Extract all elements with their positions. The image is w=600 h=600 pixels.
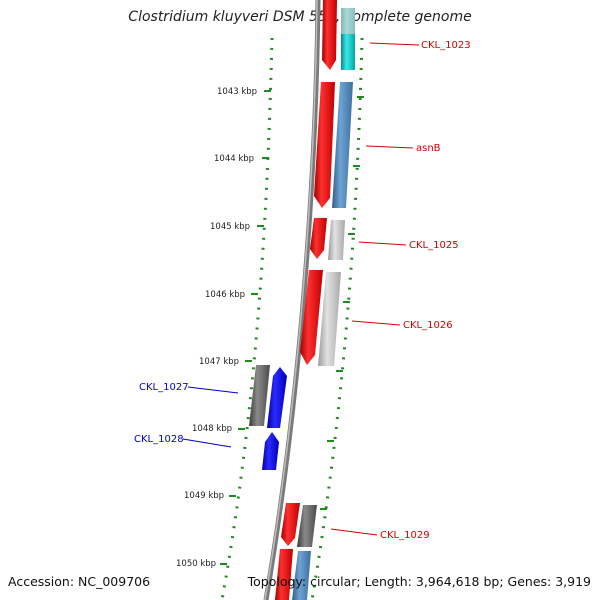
gene-ckl-1023[interactable] <box>322 0 355 70</box>
forward-gene-arrow[interactable] <box>310 218 327 259</box>
map-title: Clostridium kluyveri DSM 555, complete g… <box>128 9 472 25</box>
genome-stats-text: Topology: circular; Length: 3,964,618 bp… <box>247 574 591 589</box>
forward-gene-arrow[interactable] <box>322 0 337 70</box>
reverse-leader-lines <box>182 386 239 448</box>
gene-partial-bottom[interactable] <box>275 549 311 600</box>
tick-label: 1047 kbp <box>199 357 239 367</box>
gene-product-bar[interactable] <box>249 365 270 426</box>
gene-label[interactable]: CKL_1028 <box>134 434 184 445</box>
tick-label: 1048 kbp <box>192 424 232 434</box>
gene-product-bar[interactable] <box>318 272 341 366</box>
outer-tick-marks <box>320 96 364 510</box>
gene-label[interactable]: CKL_1023 <box>421 40 471 51</box>
gene-product-bar[interactable] <box>292 551 311 600</box>
gene-ckl-1029[interactable] <box>281 503 317 547</box>
gene-ckl-1025[interactable] <box>310 218 345 260</box>
gene-label[interactable]: CKL_1026 <box>403 320 453 331</box>
accession-text: Accession: NC_009706 <box>8 574 151 589</box>
forward-leader-lines <box>330 42 420 536</box>
tick-label: 1043 kbp <box>217 87 257 97</box>
reverse-gene-arrow[interactable] <box>262 432 279 470</box>
gene-product-bar[interactable] <box>297 505 317 547</box>
gene-product-bar[interactable] <box>332 82 353 208</box>
gene-ckl-1027[interactable] <box>249 365 287 428</box>
tick-label: 1044 kbp <box>214 154 254 164</box>
scale-tick-marks <box>220 90 271 565</box>
gene-label[interactable]: asnB <box>416 143 441 154</box>
reverse-gene-arrow[interactable] <box>267 367 287 428</box>
tick-label: 1046 kbp <box>205 290 245 300</box>
gene-label[interactable]: CKL_1027 <box>139 382 189 393</box>
forward-gene-arrow[interactable] <box>275 549 293 600</box>
scale-labels: 1043 kbp 1044 kbp 1045 kbp 1046 kbp 1047… <box>176 87 257 569</box>
inner-scale-dots <box>220 37 274 600</box>
gene-product-bar[interactable] <box>328 220 345 260</box>
gene-asnb[interactable] <box>314 82 353 208</box>
gene-ckl-1026[interactable] <box>300 270 341 366</box>
forward-gene-arrow[interactable] <box>281 503 300 546</box>
forward-gene-arrow[interactable] <box>300 270 323 365</box>
tick-label: 1050 kbp <box>176 559 216 569</box>
outer-scale-dots <box>310 37 364 600</box>
gene-label[interactable]: CKL_1029 <box>380 530 430 541</box>
gene-ckl-1028[interactable] <box>262 432 279 470</box>
gene-label[interactable]: CKL_1025 <box>409 240 459 251</box>
genome-backbone <box>263 0 321 600</box>
tick-label: 1049 kbp <box>184 491 224 501</box>
tick-label: 1045 kbp <box>210 222 250 232</box>
forward-gene-arrow[interactable] <box>314 82 335 208</box>
